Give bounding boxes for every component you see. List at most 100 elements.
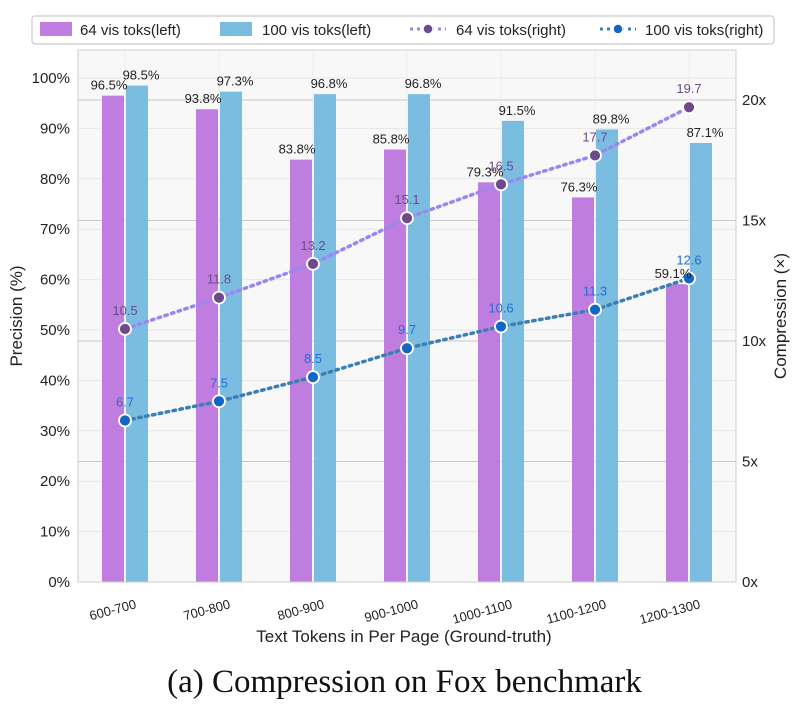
line-value-label: 17.7: [582, 129, 607, 144]
line-marker: [588, 302, 602, 317]
bar: [126, 85, 148, 582]
bar: [314, 94, 336, 583]
x-tick-label: 1200-1300: [638, 596, 702, 627]
bar: [478, 182, 500, 582]
line-marker: [400, 211, 414, 225]
bar: [596, 129, 618, 582]
x-tick-label: 700-800: [182, 596, 232, 623]
y-left-tick-label: 0%: [48, 574, 70, 591]
line-value-label: 10.6: [488, 301, 513, 316]
y-left-tick-label: 80%: [40, 171, 70, 188]
bar-value-label: 96.8%: [405, 76, 442, 91]
line-marker: [306, 370, 320, 385]
legend-label-64-bars: 64 vis toks(left): [80, 22, 181, 39]
line-value-label: 12.6: [676, 252, 701, 267]
line-marker: [400, 341, 414, 356]
line-marker: [212, 290, 226, 305]
bar-value-label: 83.8%: [279, 142, 316, 157]
y-left-tick-label: 50%: [40, 322, 70, 339]
y-right-tick-label: 0x: [742, 574, 758, 591]
line-marker: [682, 271, 696, 286]
bar-value-label: 87.1%: [687, 125, 724, 140]
line-value-label: 11.3: [583, 284, 607, 299]
y-right-tick-label: 5x: [742, 454, 758, 471]
bar: [408, 94, 430, 583]
y-right-tick-label: 15x: [742, 213, 767, 230]
y-right-tick-label: 20x: [742, 92, 767, 109]
line-marker: [118, 322, 132, 336]
y-left-tick-label: 10%: [40, 524, 70, 541]
bar-value-label: 97.3%: [217, 74, 254, 89]
y-left-tick-label: 20%: [40, 473, 70, 490]
bar-value-label: 89.8%: [593, 111, 630, 126]
x-tick-label: 1100-1200: [545, 596, 608, 626]
x-axis: 600-700 700-800 800-900 900-1000 1000-1100 11…: [88, 596, 702, 627]
bar: [384, 149, 406, 582]
y-left-tick-label: 40%: [40, 372, 70, 389]
x-tick-label: 1000-1100: [451, 596, 514, 626]
y-left-tick-label: 60%: [40, 272, 70, 289]
bar-value-label: 91.5%: [499, 103, 536, 118]
bar: [572, 197, 594, 582]
legend: 64 vis toks(left) 100 vis toks(left) 64 …: [31, 15, 775, 45]
line-marker: [494, 319, 508, 334]
x-tick-label: 800-900: [276, 596, 326, 623]
line-value-label: 9.7: [398, 322, 416, 337]
y-left-tick-label: 70%: [40, 221, 70, 238]
bar-value-label: 96.5%: [91, 78, 128, 93]
bar: [690, 143, 712, 583]
legend-label-100-line: 100 vis toks(right): [645, 22, 763, 39]
line-marker: [588, 148, 602, 163]
y-right-tick-label: 10x: [742, 333, 767, 350]
y-left-tick-label: 90%: [40, 120, 70, 137]
figure-caption: (a) Compression on Fox benchmark: [167, 664, 642, 700]
line-marker: [118, 413, 132, 428]
plot-frame: [77, 49, 737, 583]
line-value-label: 6.7: [116, 395, 134, 410]
legend-marker-64-line: [422, 23, 434, 35]
line-value-label: 19.7: [676, 81, 701, 96]
y-axis-left: 0% 10% 20% 30% 40% 50% 60% 70% 80% 90% 100%: [32, 70, 70, 591]
line-value-label: 10.5: [112, 303, 137, 318]
line-marker: [494, 177, 508, 192]
y-axis-left-label: Precision (%): [7, 265, 26, 366]
bar-value-label: 76.3%: [561, 179, 598, 194]
line-value-label: 7.5: [210, 375, 228, 390]
lines: [118, 100, 696, 428]
bar-value-label: 85.8%: [373, 132, 410, 147]
bar-value-label: 79.3%: [467, 164, 504, 179]
chart: 96.5% 93.8% 83.8% 85.8% 79.3% 76.3% 59.1% 98.5%…: [7, 15, 790, 646]
bar: [666, 284, 688, 582]
line-value-label: 13.2: [300, 238, 325, 253]
line-marker: [682, 100, 696, 115]
legend-swatch-64-bars: [40, 22, 72, 36]
y-axis-right-label: Compression (×): [771, 253, 790, 379]
x-axis-label: Text Tokens in Per Page (Ground-truth): [256, 627, 551, 646]
legend-marker-100-line: [612, 23, 624, 35]
legend-label-100-bars: 100 vis toks(left): [262, 22, 371, 39]
bar-value-label: 93.8%: [185, 91, 222, 106]
bar: [220, 91, 242, 582]
y-axis-right: 0x 5x 10x 15x 20x: [742, 92, 767, 591]
bar: [290, 159, 312, 582]
y-left-tick-label: 30%: [40, 423, 70, 440]
y-left-tick-label: 100%: [32, 70, 70, 87]
x-tick-label: 900-1000: [363, 596, 420, 625]
bar-value-label: 96.8%: [311, 76, 348, 91]
line-value-label: 11.8: [207, 272, 231, 287]
legend-swatch-100-bars: [220, 22, 252, 36]
line-value-label: 16.5: [488, 158, 513, 173]
legend-label-64-line: 64 vis toks(right): [456, 22, 566, 39]
x-tick-label: 600-700: [88, 596, 138, 623]
bar-value-label: 59.1%: [655, 266, 692, 281]
legend-box: [31, 15, 775, 45]
line-value-label: 15.1: [394, 192, 419, 207]
bar: [502, 120, 524, 582]
data-labels: 96.5% 93.8% 83.8% 85.8% 79.3% 76.3% 59.1% 98.5%…: [91, 68, 724, 410]
line-marker: [306, 256, 320, 271]
bar: [196, 109, 218, 583]
bar: [102, 95, 124, 582]
line-value-label: 8.5: [304, 351, 322, 366]
line-marker: [212, 394, 226, 409]
bar-value-label: 98.5%: [123, 68, 160, 83]
